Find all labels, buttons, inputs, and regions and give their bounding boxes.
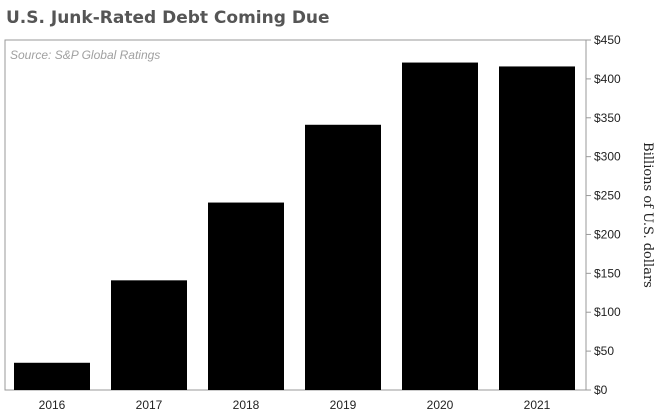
bar-2021 bbox=[499, 66, 575, 390]
x-tick-label-2019: 2019 bbox=[330, 398, 357, 412]
x-tick-label-2020: 2020 bbox=[427, 398, 454, 412]
y-tick-label: $450 bbox=[594, 33, 621, 47]
y-tick-label: $350 bbox=[594, 111, 621, 125]
y-axis-label: Billions of U.S. dollars bbox=[640, 142, 655, 288]
y-tick-label: $250 bbox=[594, 189, 621, 203]
bar-2019 bbox=[305, 124, 381, 391]
plot-frame bbox=[4, 39, 587, 391]
bar-2018 bbox=[208, 202, 284, 390]
y-tick-label: $100 bbox=[594, 305, 621, 319]
y-tick-label: $150 bbox=[594, 266, 621, 280]
x-tick-label-2017: 2017 bbox=[136, 398, 163, 412]
chart-source: Source: S&P Global Ratings bbox=[10, 48, 160, 62]
bar-2016 bbox=[14, 362, 90, 390]
x-axis: 2016 2017 2018 2019 2020 2021 bbox=[39, 398, 551, 412]
y-axis: $0 $50 $100 $150 $200 $250 $300 $350 $400 $450 bbox=[586, 33, 621, 397]
x-tick-label-2016: 2016 bbox=[39, 398, 66, 412]
bar-2020 bbox=[402, 62, 478, 391]
y-tick-label: $0 bbox=[594, 383, 608, 397]
chart-title: U.S. Junk-Rated Debt Coming Due bbox=[6, 8, 330, 28]
x-tick-label-2018: 2018 bbox=[233, 398, 260, 412]
bars bbox=[14, 62, 575, 391]
y-tick-label: $200 bbox=[594, 227, 621, 241]
y-tick-label: $50 bbox=[594, 344, 614, 358]
y-tick-label: $300 bbox=[594, 150, 621, 164]
y-tick-label: $400 bbox=[594, 72, 621, 86]
x-tick-label-2021: 2021 bbox=[524, 398, 551, 412]
bar-2017 bbox=[111, 280, 187, 390]
